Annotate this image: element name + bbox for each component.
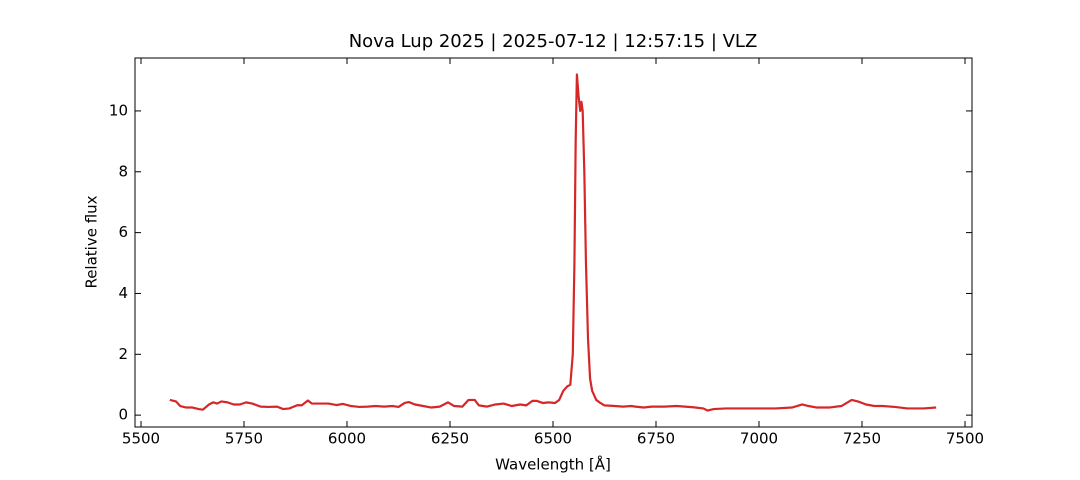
x-tick-label: 5750 (225, 430, 263, 448)
x-tick-label: 5500 (122, 430, 160, 448)
y-tick-label: 6 (118, 223, 128, 241)
x-tick-label: 6000 (328, 430, 366, 448)
chart-title: Nova Lup 2025 | 2025-07-12 | 12:57:15 | … (349, 31, 758, 52)
y-tick-label: 8 (118, 162, 128, 180)
spectrum-line (169, 73, 937, 412)
x-tick-label: 6500 (534, 430, 572, 448)
y-tick-label: 0 (118, 406, 128, 424)
plot-frame (134, 57, 973, 428)
x-tick-label: 7500 (946, 430, 984, 448)
x-tick-label: 7250 (843, 430, 881, 448)
y-tick-label: 4 (118, 284, 128, 302)
x-axis-label: Wavelength [Å] (495, 455, 611, 474)
x-tick-label: 6250 (431, 430, 469, 448)
y-tick-label: 2 (118, 345, 128, 363)
x-tick-label: 7000 (740, 430, 778, 448)
y-tick-label: 10 (109, 101, 128, 119)
x-tick-label: 6750 (637, 430, 675, 448)
y-axis-label: Relative flux (83, 195, 101, 288)
